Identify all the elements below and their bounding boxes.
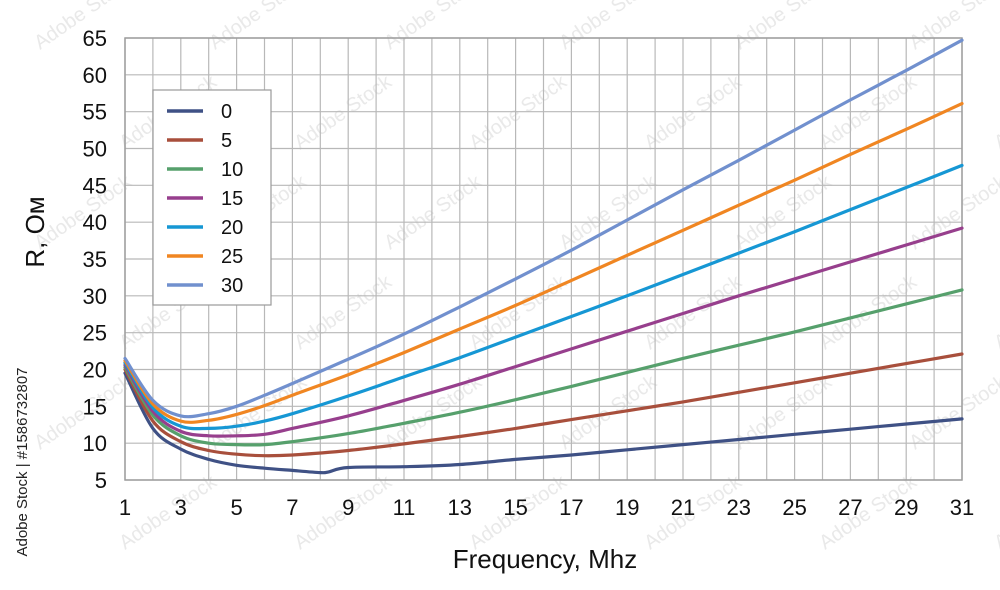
legend-label: 10 (221, 159, 243, 181)
x-tick-label: 3 (175, 495, 187, 520)
x-tick-label: 31 (950, 495, 974, 520)
watermark-text: Adobe Stock (290, 270, 396, 354)
watermark-text: Adobe Stock (640, 270, 746, 354)
series-line-5 (123, 352, 964, 458)
y-axis-title: R, Ом (20, 196, 50, 267)
watermark-text: Adobe Stock (465, 270, 571, 354)
watermark-text: Adobe Stock (990, 270, 1000, 354)
x-axis-title: Frequency, Mhz (453, 544, 637, 574)
y-tick-label: 60 (83, 63, 107, 88)
x-tick-label: 19 (615, 495, 639, 520)
y-tick-label: 25 (83, 321, 107, 346)
y-tick-label: 15 (83, 394, 107, 419)
watermark-text: Adobe Stock (465, 70, 571, 154)
x-tick-label: 13 (448, 495, 472, 520)
series-lines (123, 38, 964, 475)
series-line-0 (123, 371, 964, 475)
y-tick-label: 35 (83, 247, 107, 272)
x-tick-label: 23 (727, 495, 751, 520)
watermark-text: Adobe Stock (640, 70, 746, 154)
x-tick-label: 5 (230, 495, 242, 520)
legend-label: 30 (221, 275, 243, 297)
x-tick-label: 7 (286, 495, 298, 520)
legend-label: 15 (221, 188, 243, 210)
x-tick-label: 11 (393, 495, 416, 520)
watermark-text: Adobe Stock (990, 470, 1000, 554)
legend: 0 5 10 15 20 25 30 (152, 89, 272, 306)
watermark-text: Adobe Stock (380, 170, 486, 254)
x-tick-label: 29 (894, 495, 918, 520)
x-tick-label: 1 (119, 495, 131, 520)
watermark-text: Adobe Stock (730, 170, 836, 254)
y-tick-label: 10 (83, 431, 107, 456)
x-tick-label: 17 (559, 495, 583, 520)
watermark-text: Adobe Stock (730, 0, 836, 54)
stock-id-watermark: Adobe Stock | #1586732807 (14, 367, 31, 556)
series-line-20 (123, 163, 964, 431)
legend-label: 25 (221, 246, 243, 268)
legend-label: 0 (221, 101, 232, 123)
watermark-text: Adobe Stock (115, 470, 221, 554)
x-axis-ticks: 1 3 5 7 9 11 13 15 17 19 21 23 25 27 29 31 (119, 495, 974, 520)
legend-label: 5 (221, 130, 232, 152)
y-tick-label: 5 (95, 468, 107, 493)
legend-label: 20 (221, 217, 243, 239)
y-tick-label: 45 (83, 173, 107, 198)
watermark-text: Adobe Stock (990, 70, 1000, 154)
y-tick-label: 30 (83, 284, 107, 309)
series-line-30 (123, 38, 964, 419)
y-tick-label: 40 (83, 210, 107, 235)
watermark-text: Adobe Stock (205, 0, 311, 54)
plot-frame (124, 37, 963, 481)
y-tick-label: 55 (83, 100, 107, 125)
y-tick-label: 20 (83, 358, 107, 383)
watermark-text: Adobe Stock (380, 0, 486, 54)
x-tick-label: 27 (838, 495, 862, 520)
y-tick-label: 50 (83, 137, 107, 162)
watermark-text: Adobe Stock (730, 370, 836, 454)
series-line-10 (123, 288, 964, 447)
y-axis-ticks: 5 10 15 20 25 30 35 40 45 50 55 60 65 (83, 26, 107, 493)
series-line-25 (123, 102, 964, 424)
x-tick-label: 25 (782, 495, 806, 520)
y-tick-label: 65 (83, 26, 107, 51)
watermark-text: Adobe Stock (290, 70, 396, 154)
x-tick-label: 15 (503, 495, 527, 520)
series-line-15 (123, 226, 964, 438)
x-tick-label: 21 (671, 495, 695, 520)
watermark-text: Adobe Stock (905, 370, 1000, 454)
x-tick-label: 9 (342, 495, 354, 520)
